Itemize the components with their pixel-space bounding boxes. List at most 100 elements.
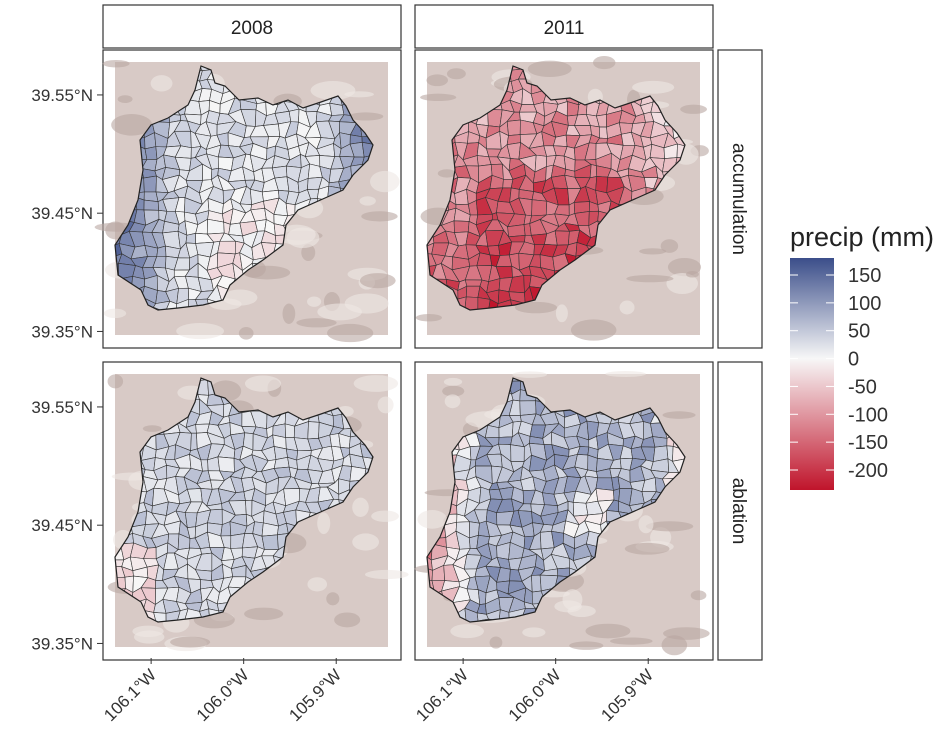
terrain	[444, 378, 462, 386]
terrain	[626, 275, 673, 282]
terrain	[283, 304, 296, 324]
subbasin	[308, 422, 319, 439]
subbasin	[286, 203, 295, 216]
terrain	[691, 590, 707, 600]
terrain	[359, 196, 375, 205]
subbasin	[531, 575, 541, 592]
subbasin	[555, 231, 569, 245]
terrain	[317, 512, 330, 534]
terrain	[638, 515, 653, 533]
terrain	[326, 592, 339, 605]
terrain	[151, 75, 173, 91]
subbasin	[507, 120, 520, 136]
map-panel	[103, 362, 409, 660]
column-label: 2011	[544, 18, 585, 39]
legend-label: 0	[848, 349, 859, 371]
terrain	[512, 371, 547, 378]
legend-label: -150	[848, 432, 888, 454]
terrain	[680, 105, 707, 114]
x-tick-label: 106.1°W	[100, 665, 160, 725]
legend-label: -200	[848, 460, 888, 482]
map-panel	[415, 362, 713, 660]
x-tick-label: 106.1°W	[412, 665, 472, 725]
terrain	[317, 303, 362, 320]
terrain	[563, 589, 583, 610]
x-tick-label: 106.0°W	[505, 665, 565, 725]
map-panel	[95, 50, 401, 348]
subbasin	[558, 568, 570, 577]
terrain	[365, 570, 409, 579]
terrain	[490, 637, 503, 649]
subbasin	[488, 245, 500, 255]
column-label: 2008	[231, 18, 273, 39]
terrain	[245, 376, 281, 392]
subbasin	[185, 513, 197, 528]
terrain	[296, 318, 336, 327]
legend-title: precip (mm)	[790, 222, 934, 252]
subbasin	[485, 425, 499, 438]
subbasin	[218, 241, 236, 254]
terrain	[371, 510, 399, 521]
subbasin	[653, 437, 667, 448]
subbasin	[509, 235, 526, 242]
terrain	[447, 68, 466, 79]
terrain	[334, 612, 360, 627]
terrain	[118, 95, 133, 103]
subbasin	[289, 109, 299, 122]
subbasin	[573, 502, 588, 516]
y-tick-label: 39.55°N	[31, 398, 93, 417]
terrain	[420, 94, 456, 101]
y-tick-label: 39.35°N	[31, 634, 93, 653]
subbasin	[191, 433, 198, 450]
terrain	[132, 626, 163, 637]
subbasin	[186, 233, 196, 243]
terrain	[686, 271, 699, 278]
terrain	[522, 627, 545, 637]
terrain	[610, 637, 653, 644]
terrain	[663, 627, 710, 640]
subbasin	[272, 166, 287, 178]
terrain	[104, 309, 126, 318]
terrain	[661, 239, 678, 253]
subbasin	[145, 147, 157, 160]
legend-label: -100	[848, 404, 888, 426]
map-panel	[415, 50, 713, 348]
terrain	[438, 169, 456, 177]
terrain	[426, 74, 448, 86]
y-tick-label: 39.45°N	[31, 516, 93, 535]
terrain	[103, 60, 130, 67]
subbasin	[511, 445, 525, 462]
y-tick-label: 39.45°N	[31, 204, 93, 223]
subbasin	[285, 424, 295, 438]
terrain	[593, 56, 615, 69]
terrain	[632, 81, 674, 94]
terrain	[307, 577, 327, 591]
legend-label: -50	[848, 376, 877, 398]
terrain	[361, 211, 397, 221]
terrain	[108, 374, 124, 388]
terrain	[239, 327, 254, 340]
terrain	[348, 112, 383, 120]
terrain	[571, 319, 617, 340]
terrain	[605, 371, 646, 377]
terrain	[662, 411, 695, 419]
subbasin	[520, 401, 536, 416]
terrain	[585, 624, 630, 639]
terrain	[352, 533, 379, 550]
terrain	[450, 624, 484, 638]
subbasin	[599, 127, 607, 139]
legend-label: 100	[848, 293, 881, 315]
x-tick-label: 105.9°W	[597, 665, 657, 725]
subbasin	[508, 225, 526, 237]
subbasin	[465, 280, 482, 286]
subbasin	[245, 500, 252, 516]
subbasin	[596, 176, 608, 192]
terrain	[625, 543, 670, 555]
colorbar	[790, 258, 834, 490]
subbasin	[144, 176, 157, 192]
subbasin	[144, 200, 159, 210]
y-tick-label: 39.35°N	[31, 322, 93, 341]
subbasin	[218, 457, 234, 472]
row-label: ablation	[728, 478, 749, 545]
terrain	[620, 301, 635, 315]
